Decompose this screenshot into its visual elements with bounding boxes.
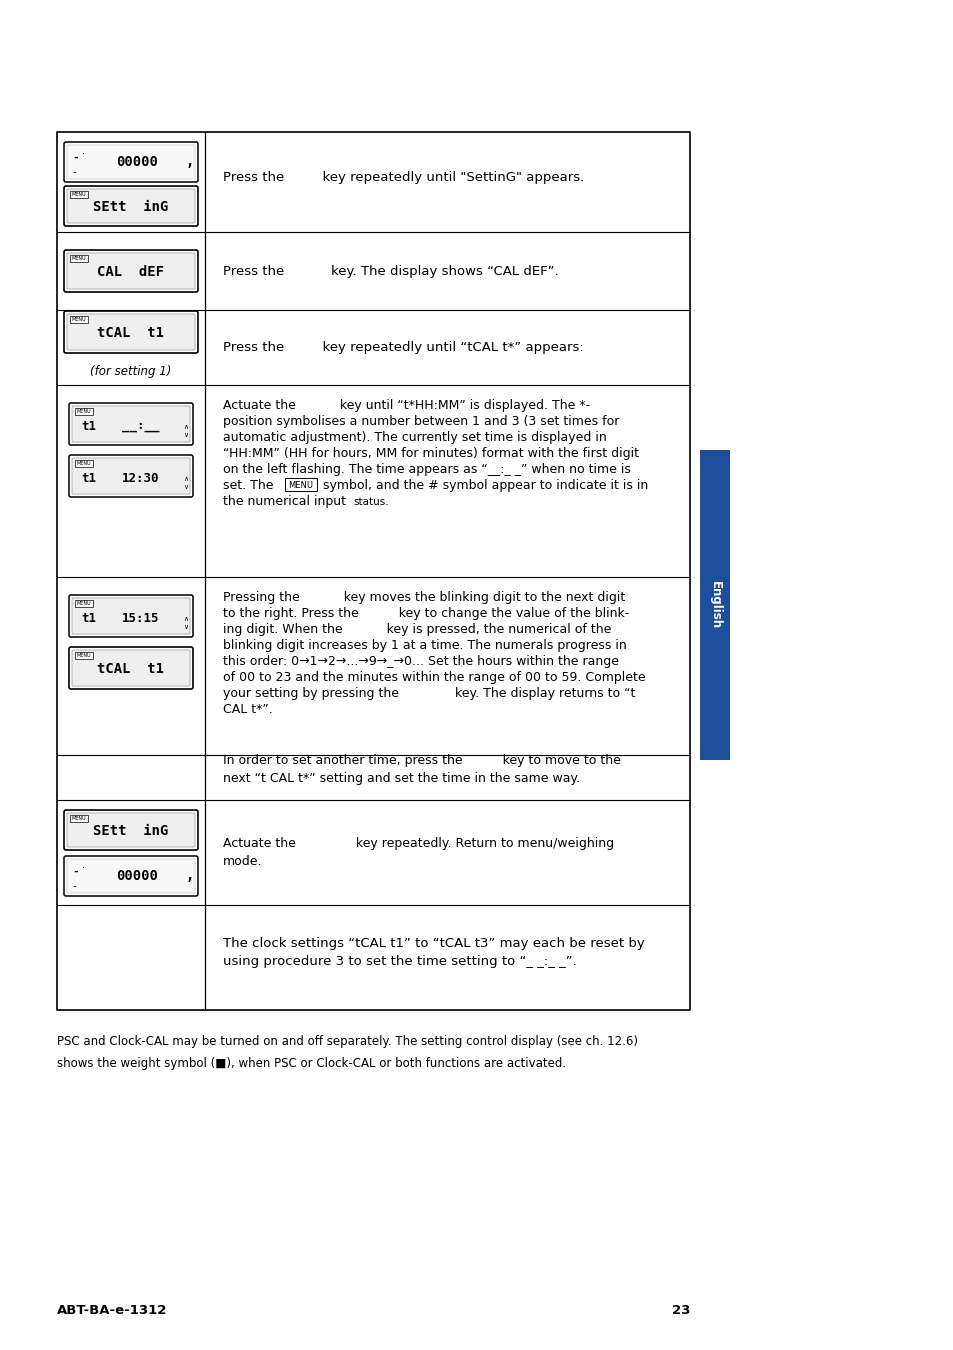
Text: 00000: 00000 <box>116 869 158 883</box>
FancyBboxPatch shape <box>285 478 316 491</box>
Text: ∧: ∧ <box>183 477 189 482</box>
Text: Actuate the               key repeatedly. Return to menu/weighing
mode.: Actuate the key repeatedly. Return to me… <box>223 837 614 868</box>
Text: shows the weight symbol (■), when PSC or Clock-CAL or both functions are activat: shows the weight symbol (■), when PSC or… <box>57 1057 565 1071</box>
Text: CAL  dEF: CAL dEF <box>97 265 164 279</box>
FancyBboxPatch shape <box>70 316 88 323</box>
Text: (for setting 1): (for setting 1) <box>91 364 172 378</box>
FancyBboxPatch shape <box>69 455 193 497</box>
Text: CAL t*”.: CAL t*”. <box>223 703 273 716</box>
Text: -: - <box>71 153 79 163</box>
FancyBboxPatch shape <box>67 859 194 892</box>
Text: -: - <box>71 867 79 878</box>
Text: 15:15: 15:15 <box>122 612 159 625</box>
Text: ·: · <box>82 863 85 873</box>
Text: ∨: ∨ <box>183 432 189 437</box>
FancyBboxPatch shape <box>71 458 190 494</box>
Text: PSC and Clock-CAL may be turned on and off separately. The setting control displ: PSC and Clock-CAL may be turned on and o… <box>57 1035 638 1048</box>
Text: ,: , <box>186 155 194 169</box>
FancyBboxPatch shape <box>67 813 194 846</box>
Text: Press the         key repeatedly until "SettinG" appears.: Press the key repeatedly until "SettinG"… <box>223 171 583 185</box>
FancyBboxPatch shape <box>75 460 92 467</box>
FancyBboxPatch shape <box>71 649 190 686</box>
Text: MENU: MENU <box>71 815 86 821</box>
Text: SEtt  inG: SEtt inG <box>93 200 169 215</box>
Text: ∧: ∧ <box>183 424 189 431</box>
Text: ing digit. When the           key is pressed, the numerical of the: ing digit. When the key is pressed, the … <box>223 622 611 636</box>
FancyBboxPatch shape <box>64 142 198 182</box>
Text: 00000: 00000 <box>116 155 158 169</box>
Text: tCAL  t1: tCAL t1 <box>97 325 164 340</box>
FancyBboxPatch shape <box>64 856 198 896</box>
FancyBboxPatch shape <box>64 186 198 225</box>
Text: MENU: MENU <box>71 256 86 261</box>
FancyBboxPatch shape <box>75 652 92 659</box>
Text: status.: status. <box>353 497 388 508</box>
Text: MENU: MENU <box>76 601 91 606</box>
FancyBboxPatch shape <box>67 144 194 180</box>
Text: t1: t1 <box>81 612 96 625</box>
FancyBboxPatch shape <box>71 406 190 441</box>
Text: Press the         key repeatedly until “tCAL t*” appears:: Press the key repeatedly until “tCAL t*”… <box>223 342 583 354</box>
Text: position symbolises a number between 1 and 3 (3 set times for: position symbolises a number between 1 a… <box>223 414 618 428</box>
Text: MENU: MENU <box>76 460 91 466</box>
Text: t1: t1 <box>81 471 96 485</box>
FancyBboxPatch shape <box>71 598 190 634</box>
Text: automatic adjustment). The currently set time is displayed in: automatic adjustment). The currently set… <box>223 431 606 444</box>
Text: on the left flashing. The time appears as “__:_ _” when no time is: on the left flashing. The time appears a… <box>223 463 630 477</box>
Text: “HH:MM” (HH for hours, MM for minutes) format with the first digit: “HH:MM” (HH for hours, MM for minutes) f… <box>223 447 639 460</box>
FancyBboxPatch shape <box>64 250 198 292</box>
Text: your setting by pressing the              key. The display returns to “t: your setting by pressing the key. The di… <box>223 687 635 701</box>
Text: -: - <box>71 882 77 891</box>
FancyBboxPatch shape <box>64 810 198 850</box>
Text: ∨: ∨ <box>183 624 189 630</box>
Text: __:__: __:__ <box>122 420 159 432</box>
Text: symbol, and the # symbol appear to indicate it is in: symbol, and the # symbol appear to indic… <box>318 479 648 491</box>
Text: ∨: ∨ <box>183 485 189 490</box>
Text: English: English <box>708 580 720 629</box>
Text: The clock settings “tCAL t1” to “tCAL t3” may each be reset by
using procedure 3: The clock settings “tCAL t1” to “tCAL t3… <box>223 937 644 968</box>
Text: 23: 23 <box>671 1304 689 1316</box>
FancyBboxPatch shape <box>67 315 194 350</box>
FancyBboxPatch shape <box>69 595 193 637</box>
Text: ·: · <box>82 148 85 159</box>
Text: this order: 0→1→2→...→9→_→0... Set the hours within the range: this order: 0→1→2→...→9→_→0... Set the h… <box>223 655 618 668</box>
FancyBboxPatch shape <box>64 310 198 352</box>
Text: blinking digit increases by 1 at a time. The numerals progress in: blinking digit increases by 1 at a time.… <box>223 639 626 652</box>
Text: MENU: MENU <box>76 653 91 657</box>
FancyBboxPatch shape <box>67 252 194 289</box>
Text: ∧: ∧ <box>183 616 189 622</box>
Text: 12:30: 12:30 <box>122 471 159 485</box>
Text: In order to set another time, press the          key to move to the
next “t CAL : In order to set another time, press the … <box>223 755 620 784</box>
FancyBboxPatch shape <box>75 408 92 414</box>
FancyBboxPatch shape <box>70 815 88 822</box>
FancyBboxPatch shape <box>67 189 194 223</box>
Text: ,: , <box>186 869 194 883</box>
Text: MENU: MENU <box>288 481 314 490</box>
Text: MENU: MENU <box>71 192 86 197</box>
FancyBboxPatch shape <box>70 190 88 198</box>
Text: of 00 to 23 and the minutes within the range of 00 to 59. Complete: of 00 to 23 and the minutes within the r… <box>223 671 645 684</box>
FancyBboxPatch shape <box>75 599 92 608</box>
Bar <box>700 450 729 760</box>
Text: MENU: MENU <box>71 317 86 323</box>
Text: MENU: MENU <box>76 409 91 414</box>
Bar <box>57 132 689 1010</box>
Text: -: - <box>71 167 77 177</box>
Text: t1: t1 <box>81 420 96 432</box>
Text: Actuate the           key until “t*HH:MM” is displayed. The *-: Actuate the key until “t*HH:MM” is displ… <box>223 400 590 412</box>
Text: SEtt  inG: SEtt inG <box>93 824 169 838</box>
FancyBboxPatch shape <box>70 255 88 262</box>
Text: Pressing the           key moves the blinking digit to the next digit: Pressing the key moves the blinking digi… <box>223 591 624 603</box>
Text: ABT-BA-e-1312: ABT-BA-e-1312 <box>57 1304 167 1316</box>
FancyBboxPatch shape <box>69 404 193 446</box>
Text: set. The: set. The <box>223 479 277 491</box>
Text: the numerical input: the numerical input <box>223 495 350 508</box>
Text: Press the           key. The display shows “CAL dEF”.: Press the key. The display shows “CAL dE… <box>223 265 558 278</box>
Text: tCAL  t1: tCAL t1 <box>97 662 164 676</box>
FancyBboxPatch shape <box>69 647 193 688</box>
Text: to the right. Press the          key to change the value of the blink-: to the right. Press the key to change th… <box>223 608 629 620</box>
